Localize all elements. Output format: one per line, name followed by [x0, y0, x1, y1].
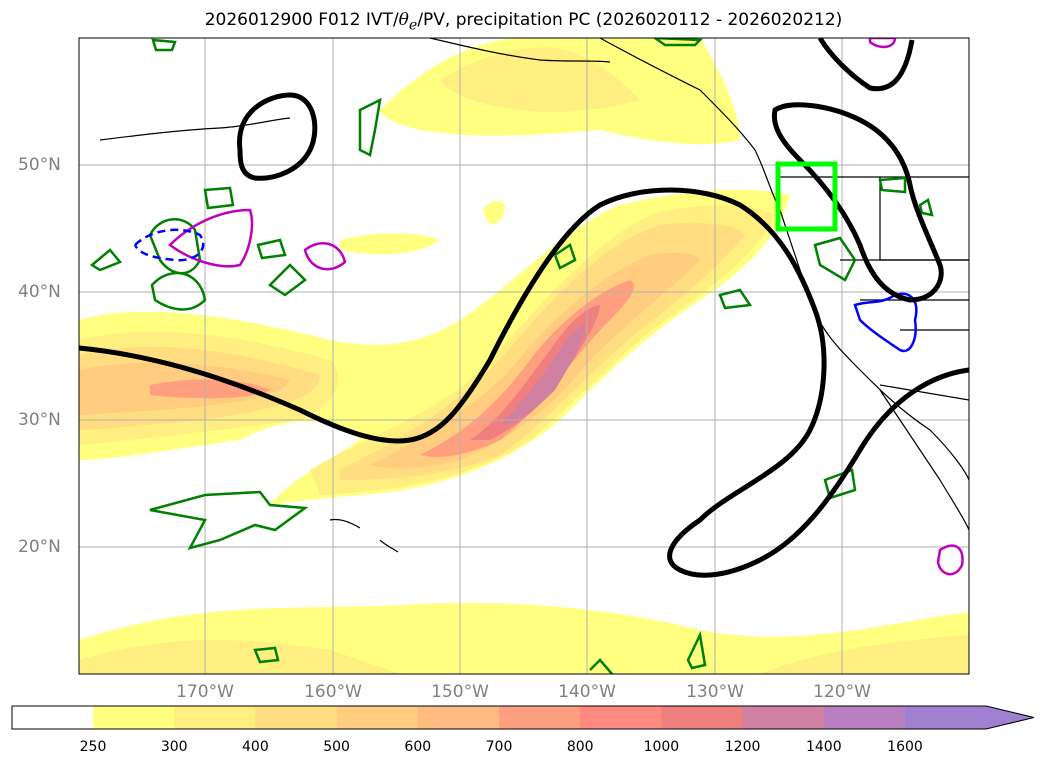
colorbar-tick-1400: 1400 — [805, 739, 842, 755]
border-states-1 — [879, 177, 969, 261]
colorbar-swatch-1 — [174, 706, 256, 729]
colorbar-tick-500: 500 — [323, 739, 350, 755]
lon-label-170w: 170°W — [176, 682, 234, 702]
coastline-north-america — [599, 38, 969, 481]
colorbar-swatch-7 — [661, 706, 744, 729]
black-contour-pnw — [771, 102, 944, 303]
coastline-hawaii — [329, 518, 399, 553]
colorbar — [11, 705, 1035, 730]
theta-contour-4 — [89, 248, 123, 272]
colorbar-swatch-9 — [823, 706, 906, 729]
theta-contour-1 — [203, 186, 235, 210]
theta-contour-9 — [718, 288, 753, 310]
lon-label-150w: 150°W — [431, 682, 489, 702]
ivt-ar-500 — [79, 252, 700, 469]
ivt-ar-1000 — [470, 305, 600, 440]
colorbar-swatch-4 — [417, 706, 500, 729]
lat-label-30n: 30°N — [18, 410, 61, 430]
theta-contour-7 — [358, 97, 382, 157]
highlight-region-box — [775, 161, 838, 232]
colorbar-swatch-6 — [580, 706, 662, 729]
pv-contour-4 — [868, 38, 897, 49]
colorbar-tick-1200: 1200 — [724, 739, 761, 755]
colorbar-swatch-0 — [93, 706, 175, 729]
colorbar-extend-arrow — [986, 706, 1034, 729]
ivt-small-blob-1 — [483, 200, 505, 225]
coastline-baja — [879, 389, 969, 531]
theta-contour-19 — [918, 198, 934, 217]
ivt-north-blob-inner — [440, 47, 640, 112]
ivt-ar-400 — [79, 223, 745, 480]
lon-label-130w: 130°W — [686, 682, 744, 702]
theta-contour-16 — [253, 646, 280, 664]
pv-contour-3 — [936, 544, 964, 576]
colorbar-tick-250: 250 — [79, 739, 107, 755]
lon-label-160w: 160°W — [304, 682, 362, 702]
theta-contours — [89, 38, 934, 674]
theta-contour-18 — [652, 38, 703, 47]
pv-contour-1 — [168, 208, 254, 268]
theta-contour-6 — [256, 238, 287, 260]
lon-label-140w: 140°W — [558, 682, 616, 702]
theta-contour-14 — [589, 658, 613, 674]
colorbar-tick-400: 400 — [242, 739, 269, 755]
black-contour-main — [79, 187, 969, 578]
border-us-mexico — [879, 384, 969, 401]
figure-title: 2026012900 F012 IVT/θe/PV, precipitation… — [204, 10, 843, 34]
theta-contour-15 — [686, 630, 707, 670]
theta-contour-17 — [151, 38, 177, 52]
colorbar-under-segment — [12, 706, 93, 729]
lat-label-40n: 40°N — [18, 282, 61, 302]
theta-contour-11 — [878, 176, 907, 194]
coastline-alaska — [429, 38, 611, 63]
colorbar-swatch-10 — [905, 706, 987, 729]
colorbar-tick-600: 600 — [404, 739, 432, 755]
ivt-band-south-east — [760, 635, 969, 674]
colorbar-swatch-2 — [255, 706, 338, 729]
black-contour-aleutian-loop — [237, 92, 318, 181]
theta-contour-13 — [553, 243, 577, 270]
precip-contour-dashed — [133, 228, 205, 262]
theta-contour-10 — [813, 236, 857, 282]
colorbar-tick-1000: 1000 — [643, 739, 680, 755]
ivt-black-contours — [79, 38, 969, 578]
colorbar-outline — [11, 705, 1035, 730]
colorbar-tick-300: 300 — [160, 739, 188, 755]
pv-contour-2 — [303, 242, 347, 271]
lat-label-20n: 20°N — [18, 537, 61, 557]
colorbar-swatch-8 — [742, 706, 825, 729]
ivt-small-blob-2 — [340, 233, 440, 255]
lon-label-120w: 120°W — [813, 682, 871, 702]
theta-contour-2 — [148, 218, 202, 275]
colorbar-tick-700: 700 — [485, 739, 513, 755]
black-contour-northeast — [817, 38, 915, 92]
colorbar-tick-1600: 1600 — [887, 739, 923, 755]
theta-contour-5 — [268, 263, 307, 297]
precip-contour-oregon — [853, 292, 918, 353]
colorbar-swatch-5 — [499, 706, 581, 729]
colorbar-swatch-3 — [336, 706, 419, 729]
lat-label-50n: 50°N — [18, 155, 61, 175]
theta-contour-8 — [149, 490, 309, 550]
theta-contour-3 — [150, 271, 207, 311]
ivt-band-south-inner — [79, 640, 400, 674]
ivt-ar-1200 — [500, 325, 585, 425]
ivt-filled-contours — [79, 38, 969, 674]
precip-contours — [133, 228, 918, 353]
map-frame — [78, 37, 970, 675]
colorbar-tick-800: 800 — [566, 739, 594, 755]
coastline-aleutians — [99, 117, 291, 141]
